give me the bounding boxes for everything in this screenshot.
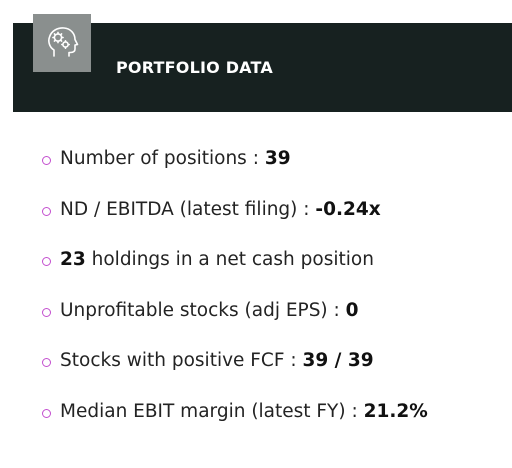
stat-text: Unprofitable stocks (adj EPS) : 0 [60,296,359,326]
stat-text: Median EBIT margin (latest FY) : 21.2% [60,397,428,427]
bullet-icon [42,408,51,418]
stat-nd-ebitda: ND / EBITDA (latest filing) : -0.24x [42,195,428,246]
stat-value: 23 [60,249,86,270]
stat-label: Stocks with positive FCF : [60,350,303,371]
header-icon-box [33,14,91,72]
ai-head-gears-icon [48,27,79,57]
bullet-icon [42,206,51,216]
stat-text: Number of positions : 39 [60,144,291,174]
stat-positive-fcf: Stocks with positive FCF : 39 / 39 [42,346,428,397]
stat-label: Number of positions : [60,148,265,169]
stat-value: -0.24x [315,198,381,220]
stat-label: Unprofitable stocks (adj EPS) : [60,299,346,321]
bullet-icon [42,257,51,266]
stat-label: ND / EBITDA (latest filing) : [60,198,316,220]
stat-text: ND / EBITDA (latest filing) : -0.24x [60,195,381,225]
stat-value: 39 / 39 [302,350,374,371]
stat-median-ebit-margin: Median EBIT margin (latest FY) : 21.2% [42,397,428,448]
stat-net-cash-holdings: 23 holdings in a net cash position [42,245,428,296]
header-bar [13,23,512,112]
stat-value: 0 [345,299,359,321]
stat-text: Stocks with positive FCF : 39 / 39 [60,346,374,376]
header-title: PORTFOLIO DATA [116,58,273,77]
stat-value: 21.2% [363,400,428,422]
bullet-icon [42,358,51,367]
bullet-icon [42,307,51,317]
bullet-icon [42,156,51,165]
stat-unprofitable-stocks: Unprofitable stocks (adj EPS) : 0 [42,296,428,347]
stat-text: 23 holdings in a net cash position [60,245,374,275]
stat-number-of-positions: Number of positions : 39 [42,144,428,195]
stat-suffix: holdings in a net cash position [85,249,374,270]
stat-label: Median EBIT margin (latest FY) : [60,400,364,422]
stat-value: 39 [264,148,291,169]
portfolio-stats-list: Number of positions : 39 ND / EBITDA (la… [42,144,428,447]
